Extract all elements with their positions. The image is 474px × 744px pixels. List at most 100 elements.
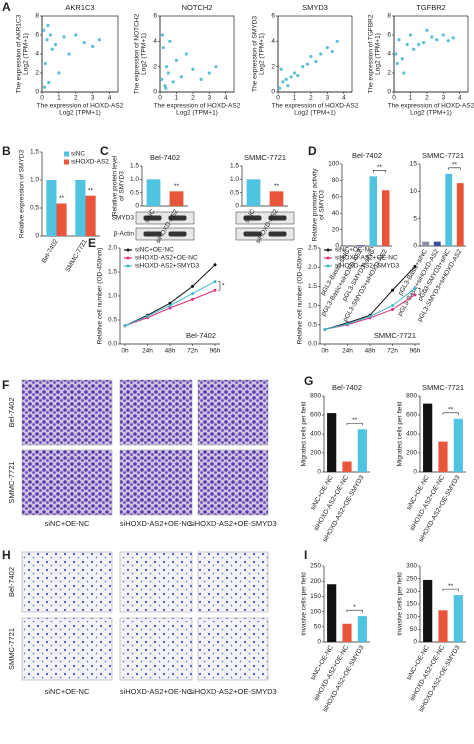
x-tick-label: 2 xyxy=(309,95,313,102)
y-axis-label: of SMYD3 xyxy=(119,171,126,201)
chart-title: Bel-7402 xyxy=(150,153,180,162)
x-axis-label: The expression of HOXD-AS2 xyxy=(272,103,359,110)
bar xyxy=(433,241,441,246)
y-tick-label: 0 xyxy=(317,469,321,476)
y-tick-label: 200 xyxy=(310,578,321,585)
y-tick-label: 1.5 xyxy=(230,163,239,170)
marker xyxy=(146,314,149,318)
y-tick-label: 100 xyxy=(310,608,321,615)
y-tick-label: 800 xyxy=(310,393,321,400)
significance: ** xyxy=(422,288,428,295)
bar xyxy=(85,195,96,236)
x-tick-label: 0 xyxy=(276,95,280,102)
legend-marker xyxy=(326,264,330,268)
point xyxy=(199,77,203,81)
bar xyxy=(342,623,352,642)
column-label: siNC+OE-NC xyxy=(45,687,90,696)
micrograph xyxy=(197,551,269,613)
point xyxy=(405,42,409,47)
legend-label: siHOXD-AS2 xyxy=(71,159,109,166)
marker xyxy=(368,314,372,318)
marker xyxy=(191,297,194,301)
x-tick-label: 96h xyxy=(210,348,221,355)
point xyxy=(306,62,310,66)
x-axis-label: Log2 (TPM+1) xyxy=(59,110,101,117)
y-tick-label: 2.0 xyxy=(108,245,117,252)
y-tick-label: 0.5 xyxy=(308,322,317,329)
x-axis-label: The expression of HOXD-AS2 xyxy=(154,103,241,110)
x-tick-label: 2 xyxy=(191,95,195,102)
micrograph xyxy=(197,379,269,446)
point xyxy=(279,67,283,71)
marker xyxy=(413,293,417,297)
bar xyxy=(342,461,352,472)
y-axis-label: Invasive cells per field xyxy=(397,572,404,636)
bar xyxy=(357,616,367,642)
point xyxy=(400,57,404,61)
micrograph xyxy=(21,551,113,613)
significance-bracket xyxy=(372,170,387,173)
y-tick-label: 6 xyxy=(35,32,39,39)
point xyxy=(281,80,285,84)
y-axis-label: Relative promoter activity xyxy=(312,168,319,242)
point xyxy=(435,38,439,42)
marker xyxy=(213,263,217,267)
plot-frame xyxy=(277,15,353,93)
y-axis-label: Relative cell number (OD-450nm) xyxy=(97,248,104,345)
y-tick-label: 8 xyxy=(35,13,39,20)
chart-title: Bel-7402 xyxy=(352,151,382,160)
micrograph xyxy=(119,551,193,613)
point xyxy=(57,71,61,75)
x-tick-label: Bel-7402 xyxy=(41,238,60,264)
x-tick-label: 24h xyxy=(142,348,153,355)
legend-swatch xyxy=(64,151,69,157)
legend-label: siHOXD-AS2+OE-NC xyxy=(335,255,398,262)
y-tick-label: 0 xyxy=(135,203,139,210)
blot xyxy=(235,211,295,225)
panel-label: I xyxy=(304,548,307,562)
y-tick-label: 0.5 xyxy=(108,317,117,324)
column-label: siHOXD-AS2+OE-NC xyxy=(120,519,193,528)
y-axis-label: Log2 (TPM+1) xyxy=(141,33,148,75)
marker xyxy=(213,280,217,284)
y-tick-label: 1.5 xyxy=(30,149,39,156)
bar xyxy=(46,180,57,236)
legend-label: siHOXD-AS2+OE-NC xyxy=(135,255,198,262)
point xyxy=(301,65,305,69)
bar xyxy=(423,403,433,472)
blot-band xyxy=(243,215,262,221)
legend-label: siNC+OE-NC xyxy=(135,247,174,254)
blot-band xyxy=(243,231,262,237)
point xyxy=(50,47,54,51)
x-tick-label: 4 xyxy=(458,95,462,102)
point xyxy=(441,33,445,37)
bar xyxy=(438,441,448,472)
x-tick-label: 0 xyxy=(158,95,162,102)
point xyxy=(325,46,329,50)
y-tick-label: 600 xyxy=(406,412,417,419)
x-tick-label: 72h xyxy=(387,348,398,355)
bar xyxy=(369,176,377,246)
point xyxy=(62,35,66,39)
y-tick-label: 200 xyxy=(406,588,417,595)
legend-label: siNC+OE-NC xyxy=(335,247,374,254)
y-tick-label: 200 xyxy=(310,450,321,457)
y-tick-label: 80 xyxy=(332,177,340,184)
bar xyxy=(382,190,390,246)
marker xyxy=(191,284,194,288)
y-tick-label: 4 xyxy=(35,51,39,58)
point xyxy=(408,33,413,37)
legend-label: siNC xyxy=(71,151,85,158)
point xyxy=(314,60,318,64)
x-tick-label: 72h xyxy=(187,348,198,355)
y-axis-label: Log2 (TPM+1) xyxy=(23,33,30,75)
x-tick-label: 4 xyxy=(342,95,346,102)
significance: ** xyxy=(452,162,458,169)
x-tick-label: 96h xyxy=(410,348,421,355)
point xyxy=(160,33,165,37)
x-tick-label: 48h xyxy=(165,348,176,355)
y-tick-label: 8 xyxy=(387,13,391,20)
bar xyxy=(344,245,352,246)
point xyxy=(278,86,282,90)
panel-label: A xyxy=(2,0,11,14)
